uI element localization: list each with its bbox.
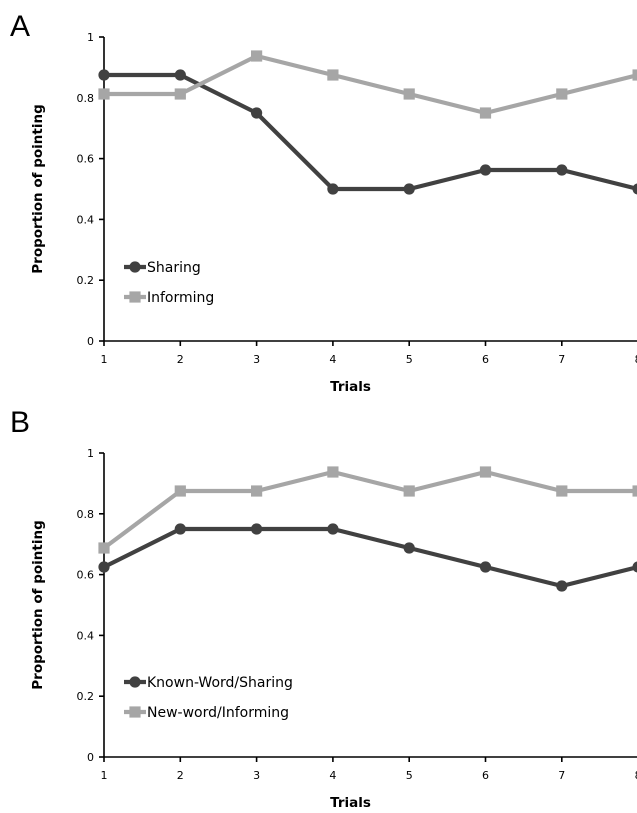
series-line [104, 53, 637, 116]
x-tick-label: 7 [558, 353, 565, 366]
x-tick-label: 4 [329, 353, 336, 366]
x-tick-label: 4 [329, 769, 336, 782]
data-point [403, 542, 415, 554]
y-tick-label: 0 [87, 335, 94, 348]
chart-panel-b: B 0 0.2 0.4 0.6 0.8 1 1 2 3 4 5 6 7 8 Trials Proportion … [10, 406, 637, 811]
panel-label: A [10, 10, 30, 43]
legend: Known-Word/Sharing New-word/Informing [124, 675, 293, 721]
data-point [327, 183, 339, 195]
data-point [556, 164, 568, 176]
x-tick-label: 8 [635, 353, 637, 366]
data-point [98, 88, 110, 100]
data-point [556, 88, 568, 100]
data-point [556, 485, 568, 497]
data-point [174, 69, 186, 81]
x-tick-label: 5 [406, 769, 413, 782]
data-point [403, 485, 415, 497]
y-tick-label: 0.2 [77, 274, 95, 287]
data-point [327, 523, 339, 535]
data-point [479, 466, 492, 478]
x-tick-label: 3 [253, 353, 260, 366]
data-point [479, 107, 492, 119]
x-axis-title: Trials [330, 795, 371, 811]
y-tick-label: 0.8 [77, 92, 95, 105]
series-line [104, 72, 637, 192]
data-point [251, 485, 263, 497]
x-tick-label: 6 [482, 769, 489, 782]
data-point [327, 69, 339, 81]
y-tick-label: 0 [87, 751, 94, 764]
data-point [632, 69, 637, 81]
series-2 [98, 466, 637, 554]
y-tick-label: 0.4 [77, 213, 95, 226]
legend-marker [129, 676, 141, 688]
legend-marker [129, 291, 141, 303]
data-point [479, 164, 492, 176]
data-point [479, 561, 492, 573]
data-point [632, 183, 637, 195]
y-tick-label: 0.2 [77, 690, 95, 703]
data-point [174, 523, 186, 535]
data-point [174, 88, 186, 100]
x-tick-label: 7 [558, 769, 565, 782]
series-line [103, 526, 637, 589]
series-line [102, 469, 637, 550]
y-tick-label: 1 [87, 31, 94, 44]
x-tick-label: 8 [635, 769, 637, 782]
data-point [327, 466, 339, 478]
legend-label: New-word/Informing [147, 705, 289, 721]
data-point [632, 485, 637, 497]
y-axis-title: Proportion of pointing [30, 520, 46, 689]
x-tick-label: 3 [253, 769, 260, 782]
data-point [556, 580, 568, 592]
x-tick-label: 1 [101, 353, 108, 366]
legend-marker [129, 706, 141, 718]
y-tick-label: 0.8 [77, 508, 95, 521]
y-tick-label: 0.6 [77, 569, 95, 582]
data-point [632, 561, 637, 573]
legend-label: Sharing [147, 260, 201, 276]
legend-label: Known-Word/Sharing [147, 675, 293, 691]
x-axis-title: Trials [330, 379, 371, 395]
x-tick-label: 2 [177, 769, 184, 782]
panel-label: B [10, 406, 30, 439]
legend-label: Informing [147, 290, 214, 306]
x-tick-label: 2 [177, 353, 184, 366]
y-tick-label: 0.4 [77, 629, 95, 642]
data-point [174, 485, 186, 497]
y-tick-label: 1 [87, 447, 94, 460]
legend-marker [129, 261, 141, 273]
data-point [98, 561, 110, 573]
data-point [251, 107, 263, 119]
x-tick-label: 6 [482, 353, 489, 366]
y-tick-label: 0.6 [77, 153, 95, 166]
data-point [403, 88, 415, 100]
legend: Sharing Informing [124, 260, 214, 306]
data-point [403, 183, 415, 195]
series-2 [98, 50, 637, 119]
series-1 [98, 523, 637, 592]
data-point [98, 69, 110, 81]
data-point [251, 50, 263, 62]
x-tick-label: 1 [101, 769, 108, 782]
data-point [251, 523, 263, 535]
y-axis-title: Proportion of pointing [30, 104, 46, 273]
data-point [98, 542, 110, 554]
x-tick-label: 5 [406, 353, 413, 366]
chart-panel-a: A 0 0.2 0.4 0.6 0.8 1 1 2 3 4 5 6 7 8 Trials Proportion … [10, 10, 637, 395]
series-1 [98, 69, 637, 195]
